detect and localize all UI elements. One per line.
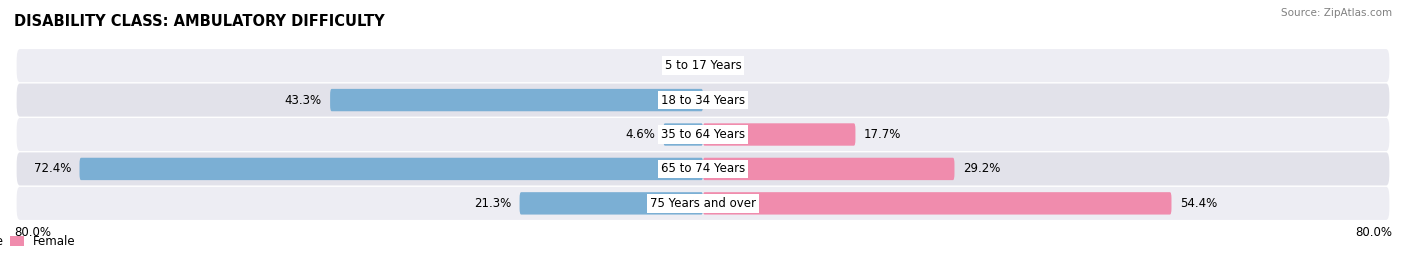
FancyBboxPatch shape: [703, 158, 955, 180]
FancyBboxPatch shape: [17, 187, 1389, 220]
Text: 43.3%: 43.3%: [284, 94, 322, 107]
FancyBboxPatch shape: [520, 192, 703, 215]
Text: 0.0%: 0.0%: [711, 94, 741, 107]
Text: 17.7%: 17.7%: [865, 128, 901, 141]
FancyBboxPatch shape: [17, 84, 1389, 116]
Text: 0.0%: 0.0%: [665, 59, 695, 72]
FancyBboxPatch shape: [80, 158, 703, 180]
Text: 4.6%: 4.6%: [624, 128, 655, 141]
Text: 5 to 17 Years: 5 to 17 Years: [665, 59, 741, 72]
Text: DISABILITY CLASS: AMBULATORY DIFFICULTY: DISABILITY CLASS: AMBULATORY DIFFICULTY: [14, 15, 385, 30]
Legend: Male, Female: Male, Female: [0, 230, 80, 253]
FancyBboxPatch shape: [17, 153, 1389, 185]
FancyBboxPatch shape: [703, 123, 855, 146]
Text: 21.3%: 21.3%: [474, 197, 510, 210]
Text: 0.0%: 0.0%: [711, 59, 741, 72]
FancyBboxPatch shape: [17, 118, 1389, 151]
Text: 75 Years and over: 75 Years and over: [650, 197, 756, 210]
Text: Source: ZipAtlas.com: Source: ZipAtlas.com: [1281, 8, 1392, 18]
FancyBboxPatch shape: [703, 192, 1171, 215]
Text: 54.4%: 54.4%: [1180, 197, 1218, 210]
FancyBboxPatch shape: [330, 89, 703, 111]
Text: 18 to 34 Years: 18 to 34 Years: [661, 94, 745, 107]
Text: 35 to 64 Years: 35 to 64 Years: [661, 128, 745, 141]
Text: 80.0%: 80.0%: [14, 226, 51, 239]
Text: 80.0%: 80.0%: [1355, 226, 1392, 239]
FancyBboxPatch shape: [664, 123, 703, 146]
Text: 29.2%: 29.2%: [963, 162, 1001, 175]
FancyBboxPatch shape: [17, 49, 1389, 82]
Text: 65 to 74 Years: 65 to 74 Years: [661, 162, 745, 175]
Text: 72.4%: 72.4%: [34, 162, 70, 175]
